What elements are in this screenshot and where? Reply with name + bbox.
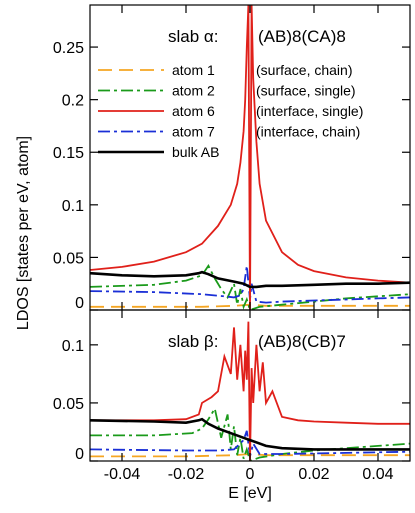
top-y-tick-label: 0 xyxy=(75,295,84,312)
bottom-slab-annotation: slab β: xyxy=(168,332,218,351)
legend-note: (surface, single) xyxy=(256,83,356,99)
top-panel xyxy=(90,5,410,310)
legend: atom 1 (surface, chain) atom 2 (surface, si… xyxy=(98,62,363,160)
top-y-tick-label: 0.15 xyxy=(53,145,84,162)
top-y-tick-label: 0.1 xyxy=(62,198,84,215)
axis-ticks: 0 0.05 0.1 0.15 0.2 0.25 slab α: (AB)8(CA)8 0 0.0… xyxy=(53,5,410,483)
bottom-y-tick-label: 0.1 xyxy=(62,338,84,355)
legend-label: atom 2 xyxy=(172,83,215,99)
x-tick-label: -0.02 xyxy=(168,466,205,483)
labels: LDOS [states per eV, atom] E [eV] xyxy=(15,136,272,502)
y-axis-label: LDOS [states per eV, atom] xyxy=(15,136,32,330)
x-tick-label: 0 xyxy=(246,466,255,483)
legend-note: (surface, chain) xyxy=(256,62,352,78)
bottom-series-bulk-ab xyxy=(90,417,410,451)
bottom-y-tick-label: 0 xyxy=(75,446,84,463)
x-tick-label: -0.04 xyxy=(104,466,141,483)
legend-label: atom 6 xyxy=(172,103,215,119)
bottom-series-atom-2 xyxy=(90,406,410,461)
legend-label: bulk AB xyxy=(172,144,219,160)
legend-note: (interface, single) xyxy=(256,103,363,119)
bottom-composition-annotation: (AB)8(CB)7 xyxy=(258,332,346,351)
x-axis-label: E [eV] xyxy=(228,485,272,502)
bottom-series-atom-7 xyxy=(90,430,410,457)
top-composition-annotation: (AB)8(CA)8 xyxy=(258,27,346,46)
top-series-atom-6 xyxy=(90,5,410,310)
bottom-series-atom-6 xyxy=(90,321,410,461)
bottom-panel xyxy=(90,321,410,461)
top-series-bulk-ab xyxy=(90,270,410,289)
bottom-y-tick-label: 0.05 xyxy=(53,396,84,413)
top-y-tick-label: 0.25 xyxy=(53,40,84,57)
legend-label: atom 7 xyxy=(172,124,215,140)
top-y-tick-label: 0.2 xyxy=(62,93,84,110)
top-y-tick-label: 0.05 xyxy=(53,250,84,267)
legend-note: (interface, chain) xyxy=(256,124,360,140)
x-tick-label: 0.04 xyxy=(362,466,393,483)
top-slab-annotation: slab α: xyxy=(168,27,218,46)
legend-label: atom 1 xyxy=(172,62,215,78)
x-tick-label: 0.02 xyxy=(298,466,329,483)
